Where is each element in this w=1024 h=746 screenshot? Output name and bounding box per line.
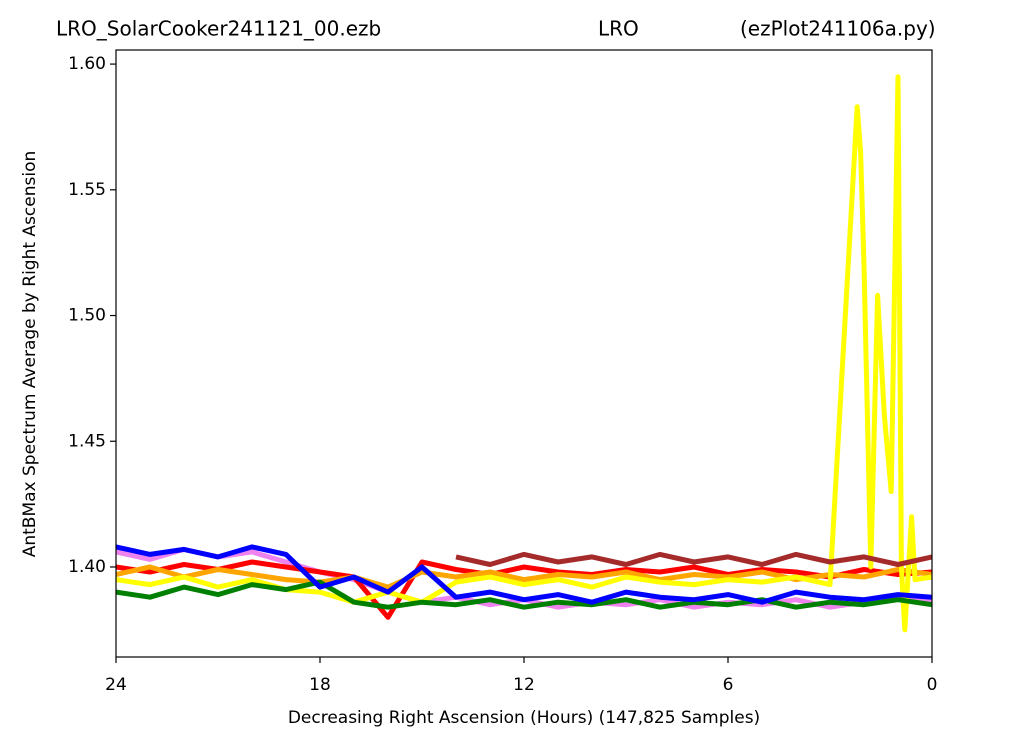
y-tick-label: 1.40 — [68, 557, 106, 577]
chart-title: (ezPlot241106a.py) — [740, 17, 936, 41]
x-tick-label: 24 — [105, 675, 127, 695]
data-line — [116, 559, 932, 620]
x-axis-label: Decreasing Right Ascension (Hours) (147,… — [288, 708, 760, 728]
y-tick-label: 1.55 — [68, 180, 106, 200]
x-tick-label: 18 — [309, 675, 331, 695]
x-tick-label: 12 — [513, 675, 535, 695]
y-tick-label: 1.50 — [68, 306, 106, 326]
data-line — [455, 551, 932, 567]
y-tick-label: 1.60 — [68, 54, 106, 74]
data-line — [116, 544, 932, 605]
data-line — [116, 579, 932, 610]
y-axis-label: AntBMax Spectrum Average by Right Ascens… — [20, 151, 40, 558]
x-tick-label: 6 — [723, 675, 734, 695]
chart-title: LRO_SolarCooker241121_00.ezb — [56, 17, 381, 41]
data-line — [116, 564, 932, 590]
x-tick-label: 0 — [927, 675, 938, 695]
y-tick-label: 1.45 — [68, 431, 106, 451]
data-line — [116, 74, 932, 633]
chart-title: LRO — [598, 17, 639, 41]
